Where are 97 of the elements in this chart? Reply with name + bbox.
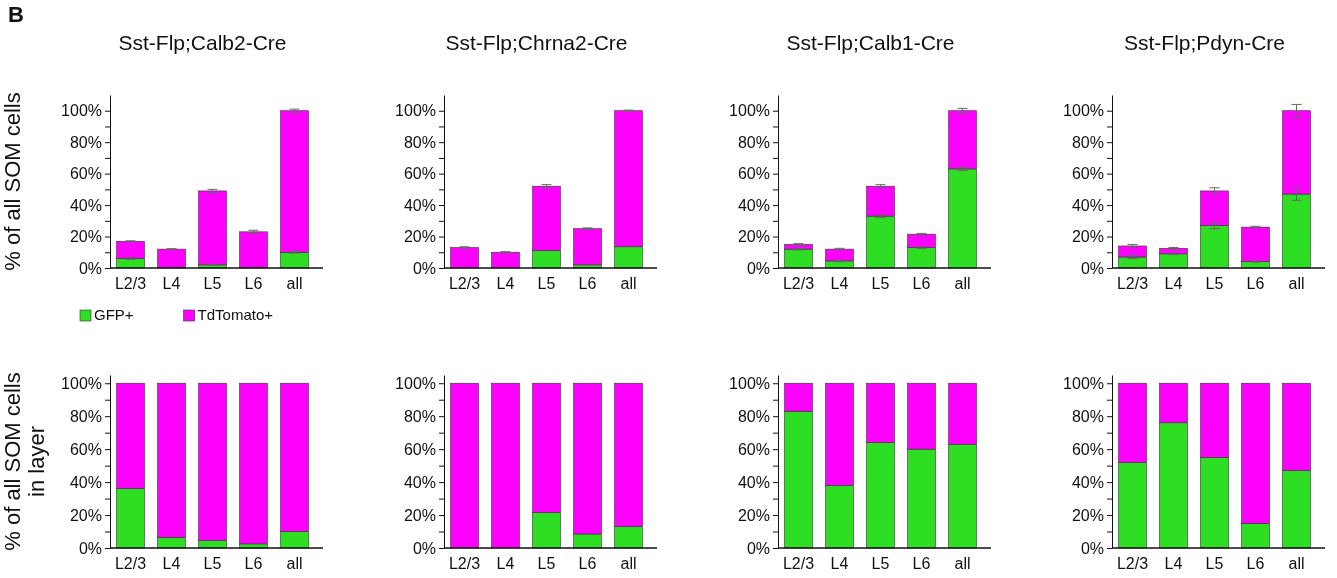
- x-tick-label: L6: [244, 554, 263, 572]
- y-tick-label: 0%: [746, 259, 770, 277]
- text: B: [8, 2, 24, 27]
- x-tick-label: L5: [203, 554, 222, 572]
- y-tick-label: 60%: [737, 440, 770, 458]
- y-tick-label: 60%: [403, 165, 436, 183]
- x-tick-label: L5: [1205, 274, 1224, 292]
- chart-title: Sst-Flp;Chrna2-Cre: [445, 31, 628, 54]
- y-axis-title: % of all SOM cells: [0, 92, 25, 271]
- x-tick-label: L4: [1164, 554, 1183, 572]
- y-tick-label: 20%: [403, 506, 436, 524]
- y-axis-title: % of all SOM cells in layer: [0, 372, 50, 551]
- chart-title: Sst-Flp;Calb1-Cre: [786, 31, 955, 54]
- x-tick-label: L4: [162, 554, 181, 572]
- y-tick-label: 40%: [69, 473, 102, 491]
- y-tick-label: 60%: [403, 440, 436, 458]
- x-tick-label: all: [954, 274, 971, 292]
- x-tick-label: all: [620, 554, 637, 572]
- x-tick-label: L6: [1246, 274, 1265, 292]
- x-tick-label: L6: [244, 274, 263, 292]
- y-tick-label: 80%: [69, 133, 102, 151]
- x-tick-label: L5: [537, 274, 556, 292]
- y-tick-label: 20%: [737, 506, 770, 524]
- x-tick-label: L6: [912, 274, 931, 292]
- legend-label: TdTomato+: [197, 306, 274, 323]
- y-tick-label: 60%: [737, 165, 770, 183]
- y-tick-label: 0%: [1080, 539, 1104, 557]
- y-tick-label: 40%: [403, 473, 436, 491]
- x-tick-label: L2/3: [448, 554, 481, 572]
- x-tick-label: L2/3: [1116, 274, 1149, 292]
- x-tick-label: L4: [496, 554, 515, 572]
- y-tick-label: 100%: [729, 374, 770, 392]
- legend-label: GFP+: [94, 306, 134, 323]
- x-tick-label: L2/3: [782, 554, 815, 572]
- x-tick-label: L2/3: [782, 274, 815, 292]
- y-tick-label: 60%: [69, 440, 102, 458]
- x-tick-label: L4: [830, 554, 849, 572]
- y-tick-label: 40%: [69, 196, 102, 214]
- chart-title: Sst-Flp;Pdyn-Cre: [1123, 31, 1286, 54]
- y-tick-label: 80%: [737, 407, 770, 425]
- y-tick-label: 100%: [395, 374, 436, 392]
- y-tick-label: 20%: [69, 228, 102, 246]
- x-tick-label: all: [1288, 554, 1305, 572]
- y-tick-label: 20%: [403, 228, 436, 246]
- x-tick-label: L6: [912, 554, 931, 572]
- y-tick-label: 40%: [403, 196, 436, 214]
- x-tick-label: L2/3: [448, 274, 481, 292]
- y-tick-label: 100%: [1063, 102, 1104, 120]
- y-tick-label: 100%: [729, 102, 770, 120]
- y-tick-label: 80%: [403, 133, 436, 151]
- x-tick-label: L6: [578, 274, 597, 292]
- y-tick-label: 100%: [61, 374, 102, 392]
- y-tick-label: 80%: [1071, 133, 1104, 151]
- y-tick-label: 100%: [61, 102, 102, 120]
- y-tick-label: 60%: [1071, 165, 1104, 183]
- x-tick-label: all: [1288, 274, 1305, 292]
- x-tick-label: L5: [203, 274, 222, 292]
- x-tick-label: all: [954, 554, 971, 572]
- x-tick-label: all: [620, 274, 637, 292]
- x-tick-label: L6: [578, 554, 597, 572]
- y-tick-label: 80%: [737, 133, 770, 151]
- y-tick-label: 0%: [1080, 259, 1104, 277]
- y-tick-label: 80%: [403, 407, 436, 425]
- y-tick-label: 40%: [737, 196, 770, 214]
- x-tick-label: L4: [1164, 274, 1183, 292]
- y-tick-label: 0%: [78, 539, 102, 557]
- y-tick-label: 0%: [412, 259, 436, 277]
- x-tick-label: L5: [1205, 554, 1224, 572]
- x-tick-label: L4: [496, 274, 515, 292]
- chart-title: Sst-Flp;Calb2-Cre: [118, 31, 287, 54]
- y-tick-label: 100%: [1063, 374, 1104, 392]
- x-tick-label: all: [286, 554, 303, 572]
- y-tick-label: 20%: [1071, 228, 1104, 246]
- x-tick-label: L2/3: [114, 554, 147, 572]
- x-tick-label: L5: [537, 554, 556, 572]
- y-tick-label: 40%: [737, 473, 770, 491]
- y-tick-label: 80%: [69, 407, 102, 425]
- x-tick-label: L2/3: [1116, 554, 1149, 572]
- y-tick-label: 20%: [737, 228, 770, 246]
- y-tick-label: 40%: [1071, 196, 1104, 214]
- y-tick-label: 60%: [69, 165, 102, 183]
- x-tick-label: L5: [871, 274, 890, 292]
- x-tick-label: L4: [830, 274, 849, 292]
- y-tick-label: 60%: [1071, 440, 1104, 458]
- x-tick-label: L6: [1246, 554, 1265, 572]
- x-tick-label: all: [286, 274, 303, 292]
- y-tick-label: 0%: [78, 259, 102, 277]
- y-tick-label: 20%: [1071, 506, 1104, 524]
- y-tick-label: 20%: [69, 506, 102, 524]
- y-tick-label: 100%: [395, 102, 436, 120]
- y-tick-label: 0%: [412, 539, 436, 557]
- x-tick-label: L5: [871, 554, 890, 572]
- x-tick-label: L4: [162, 274, 181, 292]
- y-tick-label: 80%: [1071, 407, 1104, 425]
- x-tick-label: L2/3: [114, 274, 147, 292]
- y-tick-label: 40%: [1071, 473, 1104, 491]
- y-tick-label: 0%: [746, 539, 770, 557]
